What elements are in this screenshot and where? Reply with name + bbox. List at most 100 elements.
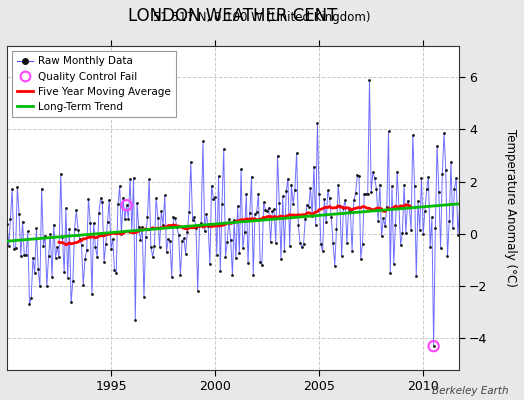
Point: [91, 244, 100, 250]
Point: [336, 203, 344, 210]
Point: [376, 182, 384, 188]
Point: [241, 229, 249, 236]
Point: [129, 174, 138, 181]
Point: [58, 234, 67, 240]
Point: [329, 240, 337, 246]
Point: [292, 150, 301, 156]
Point: [377, 233, 386, 240]
Point: [266, 239, 275, 246]
Point: [308, 212, 316, 219]
Text: 51.517 N, 0.100 W (United Kingdom): 51.517 N, 0.100 W (United Kingdom): [153, 11, 371, 24]
Point: [428, 214, 436, 221]
Point: [63, 274, 72, 281]
Point: [95, 210, 103, 216]
Text: Berkeley Earth: Berkeley Earth: [432, 386, 508, 396]
Point: [283, 176, 292, 182]
Point: [131, 316, 139, 323]
Point: [211, 194, 219, 200]
Point: [362, 191, 370, 197]
Point: [298, 244, 306, 250]
Point: [114, 201, 122, 208]
Point: [90, 220, 98, 226]
Point: [365, 77, 374, 84]
Point: [187, 159, 195, 165]
Point: [22, 252, 30, 259]
Point: [112, 270, 121, 276]
Point: [75, 236, 84, 242]
Point: [84, 195, 93, 202]
Point: [447, 158, 455, 165]
Point: [367, 188, 375, 195]
Point: [393, 169, 401, 175]
Point: [228, 272, 237, 278]
Point: [103, 218, 112, 225]
Point: [324, 187, 332, 194]
Point: [315, 191, 323, 197]
Point: [443, 253, 452, 260]
Point: [434, 188, 443, 195]
Point: [416, 226, 424, 233]
Point: [369, 169, 377, 176]
Point: [133, 199, 141, 206]
Point: [431, 225, 440, 231]
Point: [157, 208, 166, 214]
Point: [230, 217, 238, 223]
Point: [152, 195, 160, 201]
Point: [320, 195, 329, 202]
Point: [233, 203, 242, 209]
Point: [341, 197, 350, 203]
Point: [391, 222, 400, 228]
Point: [246, 210, 254, 217]
Point: [405, 203, 413, 210]
Point: [353, 172, 362, 179]
Point: [430, 343, 438, 349]
Point: [36, 283, 44, 290]
Point: [197, 220, 205, 226]
Point: [383, 204, 391, 210]
Point: [18, 218, 27, 225]
Point: [27, 294, 36, 301]
Point: [291, 186, 299, 193]
Point: [442, 167, 450, 173]
Point: [372, 185, 380, 192]
Point: [145, 176, 154, 182]
Point: [143, 214, 151, 221]
Point: [253, 208, 261, 215]
Point: [188, 217, 196, 223]
Point: [160, 192, 169, 198]
Point: [218, 200, 226, 207]
Point: [310, 163, 318, 170]
Point: [397, 242, 405, 248]
Point: [352, 190, 360, 196]
Point: [128, 229, 136, 235]
Point: [141, 234, 150, 240]
Point: [42, 283, 51, 290]
Point: [105, 196, 114, 203]
Point: [225, 216, 233, 223]
Point: [270, 206, 278, 212]
Point: [214, 173, 223, 179]
Point: [136, 237, 145, 244]
Point: [220, 146, 228, 152]
Point: [74, 226, 82, 233]
Point: [271, 240, 280, 246]
Point: [100, 258, 108, 265]
Point: [195, 223, 204, 229]
Point: [147, 244, 155, 250]
Point: [12, 245, 20, 252]
Point: [213, 252, 221, 258]
Point: [438, 171, 446, 177]
Point: [450, 186, 458, 192]
Point: [39, 243, 48, 249]
Point: [51, 254, 60, 261]
Point: [289, 200, 297, 207]
Legend: Raw Monthly Data, Quality Control Fail, Five Year Moving Average, Long-Term Tren: Raw Monthly Data, Quality Control Fail, …: [12, 51, 176, 117]
Point: [381, 223, 389, 230]
Point: [17, 253, 25, 259]
Point: [65, 226, 73, 232]
Point: [263, 208, 271, 214]
Point: [452, 174, 461, 181]
Point: [150, 243, 159, 249]
Point: [138, 224, 146, 230]
Point: [204, 222, 212, 229]
